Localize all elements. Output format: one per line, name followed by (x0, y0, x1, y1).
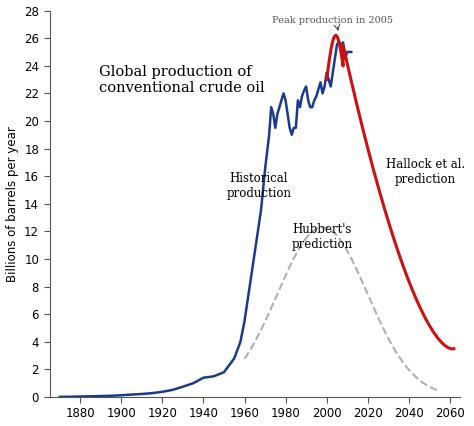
Y-axis label: Billions of barrels per year: Billions of barrels per year (6, 126, 18, 282)
Text: Historical
production: Historical production (227, 172, 292, 200)
Text: Peak production in 2005: Peak production in 2005 (272, 16, 393, 25)
Text: Global production of
conventional crude oil: Global production of conventional crude … (99, 65, 264, 95)
Text: Hallock et al.
prediction: Hallock et al. prediction (385, 158, 465, 186)
Text: Hubbert's
prediction: Hubbert's prediction (292, 223, 353, 251)
